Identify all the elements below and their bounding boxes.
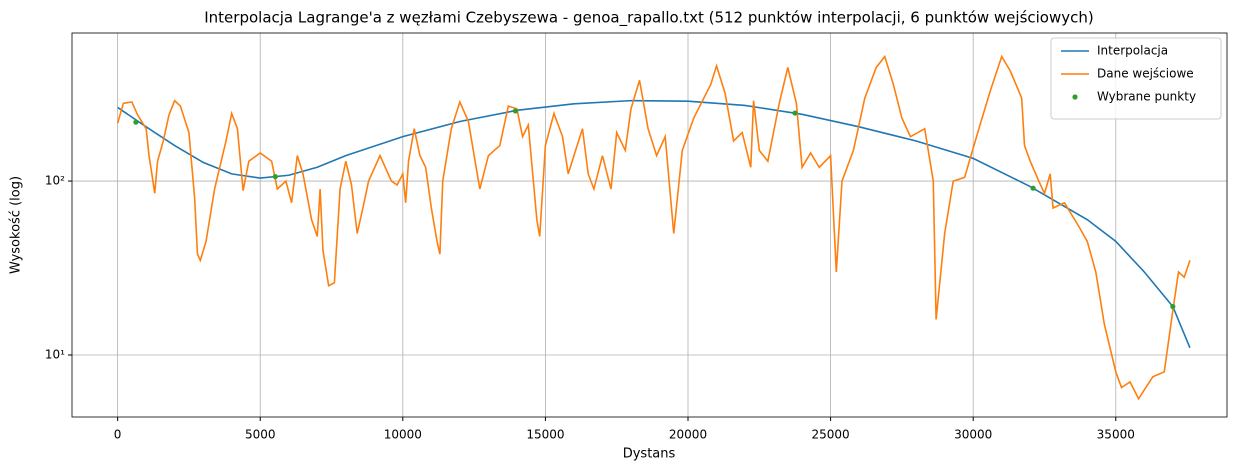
series-line (116, 54, 1191, 401)
x-tick-label: 5000 (245, 428, 276, 442)
chart-title: Interpolacja Lagrange'a z węzłami Czebys… (204, 9, 1094, 28)
x-axis-label: Dystans (623, 447, 676, 462)
legend-label: Interpolacja (1097, 44, 1168, 58)
data-point (272, 174, 278, 180)
y-tick-label: 10¹ (45, 347, 65, 361)
legend-label: Wybrane punkty (1097, 90, 1196, 104)
data-point (792, 110, 798, 116)
legend-label: Dane wejściowe (1097, 67, 1194, 81)
x-tick-label: 15000 (526, 428, 564, 442)
data-point (512, 108, 519, 114)
x-tick-label: 0 (114, 428, 122, 442)
plot-frame (71, 32, 1228, 418)
x-tick-label: 30000 (954, 428, 992, 442)
x-tick-label: 25000 (811, 428, 849, 442)
series-line (117, 99, 1191, 349)
x-tick-label: 20000 (669, 428, 707, 442)
grid-layer: 0 5000 10000 15000 20000 25000 30000 35000 10¹ 10… (45, 33, 1227, 442)
data-point (133, 119, 139, 125)
legend-marker (1072, 94, 1078, 100)
x-tick-label: 35000 (1097, 428, 1135, 442)
data-point (1030, 185, 1036, 191)
data-point (1170, 303, 1176, 310)
x-tick-label: 10000 (384, 428, 422, 442)
y-axis-label: Wysokość (log) (9, 176, 24, 274)
plot-layer (116, 54, 1191, 401)
y-tick-label: 10² (45, 174, 65, 188)
legend-box (1050, 37, 1222, 120)
legend: Interpolacja Dane wejściowe Wybrane punkty (1050, 37, 1222, 120)
